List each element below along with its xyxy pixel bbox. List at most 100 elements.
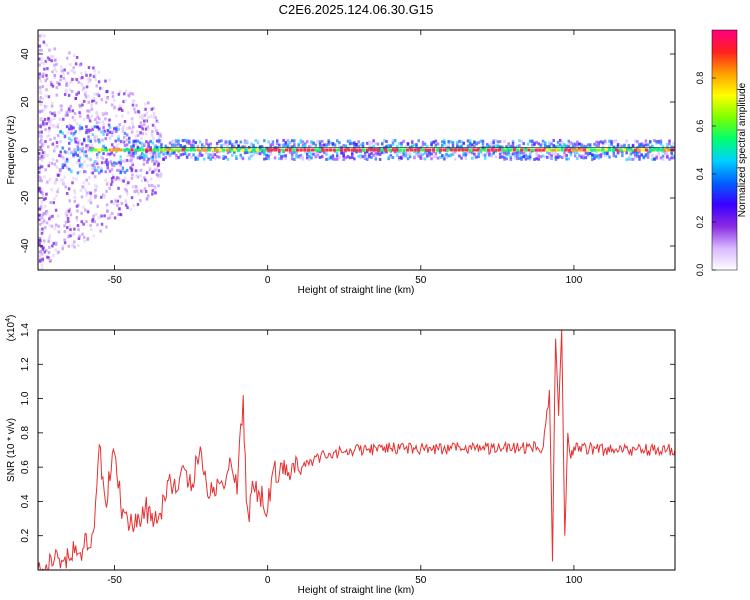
spectrogram-band-cell <box>151 155 155 159</box>
spectrogram-band-cell <box>177 139 180 143</box>
spectrogram-noise-cell <box>87 77 91 81</box>
spectrogram-noise-cell <box>51 214 54 218</box>
spectrogram-band-cell <box>580 143 583 147</box>
spectrogram-band-cell <box>434 152 438 156</box>
spectrogram-band-cell <box>224 155 228 159</box>
spectrogram-band-cell <box>668 157 671 161</box>
spectrogram-band-cell <box>175 156 178 160</box>
spectrogram-band-cell <box>308 150 311 154</box>
spectrogram-noise-cell <box>78 103 81 107</box>
spectrogram-band-cell <box>303 143 307 147</box>
spectrogram-band-cell <box>78 164 82 168</box>
spectrogram-band-cell <box>528 139 532 143</box>
spectrogram-band-cell <box>511 144 515 148</box>
spectrogram-carrier-cell <box>542 148 546 152</box>
spectrogram-noise-cell <box>130 167 134 171</box>
spectrogram-noise-cell <box>118 195 122 199</box>
spectrogram-noise-cell <box>83 92 87 96</box>
spectrogram-carrier-cell <box>593 148 597 152</box>
spectrogram-noise-cell <box>84 90 87 94</box>
spectrogram-band-cell <box>344 144 348 148</box>
spectrogram-noise-cell <box>130 128 134 132</box>
spectrogram-band-cell <box>539 155 543 159</box>
spectrogram-band-cell <box>59 150 62 154</box>
spectrogram-band-cell <box>183 152 187 156</box>
spectrogram-noise-cell <box>47 119 51 123</box>
spectrogram-noise-cell <box>51 55 55 59</box>
spectrogram-noise-cell <box>72 53 76 57</box>
spectrogram-band-cell <box>121 129 125 133</box>
spectrogram-band-cell <box>72 126 75 130</box>
spectrogram-carrier-cell <box>262 148 266 152</box>
spectrogram-band-cell <box>672 141 675 145</box>
spectrogram-band-cell <box>402 139 405 143</box>
spectrogram-band-cell <box>464 152 468 156</box>
spectrogram-noise-cell <box>81 232 84 236</box>
spectrogram-band-cell <box>381 146 384 150</box>
spectrogram-noise-cell <box>134 169 138 173</box>
spectrogram-noise-cell <box>87 199 90 203</box>
spectrogram-band-cell <box>215 155 219 159</box>
spectrogram-band-cell <box>612 154 616 158</box>
spectrogram-band-cell <box>63 163 67 167</box>
spectrogram-carrier-cell <box>608 148 612 152</box>
spectrogram-noise-cell <box>140 136 143 140</box>
spectrogram-band-cell <box>93 168 97 172</box>
spectrogram-band-cell <box>338 146 341 150</box>
spectrogram-carrier-cell <box>461 148 465 152</box>
spectrogram-band-cell <box>552 152 555 156</box>
snr-scale-close: ) <box>6 315 17 318</box>
spectrogram-noise-cell <box>79 112 83 116</box>
spectrogram-band-cell <box>331 141 335 145</box>
snr-frame <box>37 329 676 571</box>
spectrogram-noise-cell <box>54 125 58 129</box>
spectrogram-noise-cell <box>40 130 43 134</box>
spectrogram-noise-cell <box>103 129 106 133</box>
spectrogram-noise-cell <box>93 164 96 168</box>
spectrogram-band-cell <box>494 139 498 143</box>
spectrogram-noise-cell <box>41 192 45 196</box>
spectrogram-carrier-cell <box>303 148 307 152</box>
spectrogram-noise-cell <box>52 123 56 127</box>
spectrogram-band-cell <box>518 139 521 143</box>
spectrogram-band-cell <box>95 160 99 164</box>
spectrogram-noise-cell <box>38 238 41 242</box>
spectrogram-noise-cell <box>93 175 97 179</box>
spectrogram-y-tick-label: 0 <box>20 147 31 153</box>
spectrogram-carrier-cell <box>637 148 641 152</box>
spectrogram-noise-cell <box>38 228 42 232</box>
spectrogram-band-cell <box>625 158 628 162</box>
spectrogram-carrier-cell <box>652 148 656 152</box>
spectrogram-noise-cell <box>133 107 136 111</box>
spectrogram-band-cell <box>646 152 650 156</box>
spectrogram-band-cell <box>428 153 431 157</box>
spectrogram-band-cell <box>571 150 575 154</box>
spectrogram-noise-cell <box>95 101 98 105</box>
spectrogram-band-cell <box>569 146 573 150</box>
spectrogram-noise-cell <box>157 169 161 173</box>
spectrogram-noise-cell <box>116 199 120 203</box>
spectrogram-band-cell <box>651 157 654 161</box>
spectrogram-noise-cell <box>95 161 99 165</box>
spectrogram-noise-cell <box>95 185 99 189</box>
spectrogram-band-cell <box>173 151 176 155</box>
spectrogram-band-cell <box>447 140 450 144</box>
spectrogram-band-cell <box>473 141 476 145</box>
spectrogram-band-cell <box>220 144 223 148</box>
spectrogram-noise-cell <box>53 117 56 121</box>
spectrogram-band-cell <box>338 155 341 159</box>
spectrogram-noise-cell <box>135 173 138 177</box>
spectrogram-noise-cell <box>63 92 67 96</box>
spectrogram-noise-cell <box>131 161 134 165</box>
spectrogram-band-cell <box>65 165 69 169</box>
spectrogram-band-cell <box>524 154 528 158</box>
spectrogram-band-cell <box>87 139 90 143</box>
spectrogram-carrier-cell <box>373 148 377 152</box>
spectrogram-noise-cell <box>90 171 93 175</box>
spectrogram-band-cell <box>226 145 230 149</box>
spectrogram-noise-cell <box>73 191 77 195</box>
spectrogram-band-cell <box>554 151 558 155</box>
spectrogram-noise-cell <box>40 165 43 169</box>
spectrogram-noise-cell <box>39 145 42 149</box>
